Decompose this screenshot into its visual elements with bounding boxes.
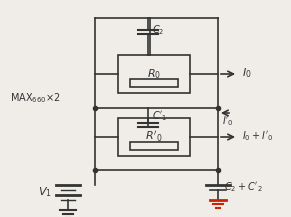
Text: $I_0 + I'_0$: $I_0 + I'_0$ [242, 129, 273, 143]
Text: $C_2 + C'_2$: $C_2 + C'_2$ [224, 180, 263, 194]
Bar [118, 55, 190, 93]
Bar [118, 118, 190, 156]
Text: $C'_1$: $C'_1$ [152, 109, 167, 123]
Text: $I'_0$: $I'_0$ [222, 114, 234, 128]
Bar [130, 142, 178, 150]
Bar [130, 79, 178, 87]
Text: $V_1$: $V_1$ [38, 185, 52, 199]
Text: $R'_0$: $R'_0$ [145, 130, 163, 144]
Text: MAX$_{660}$$\times$2: MAX$_{660}$$\times$2 [10, 91, 61, 105]
Text: $C_2$: $C_2$ [152, 23, 164, 37]
Text: $I_0$: $I_0$ [242, 66, 252, 80]
Text: $R_0$: $R_0$ [147, 67, 161, 81]
